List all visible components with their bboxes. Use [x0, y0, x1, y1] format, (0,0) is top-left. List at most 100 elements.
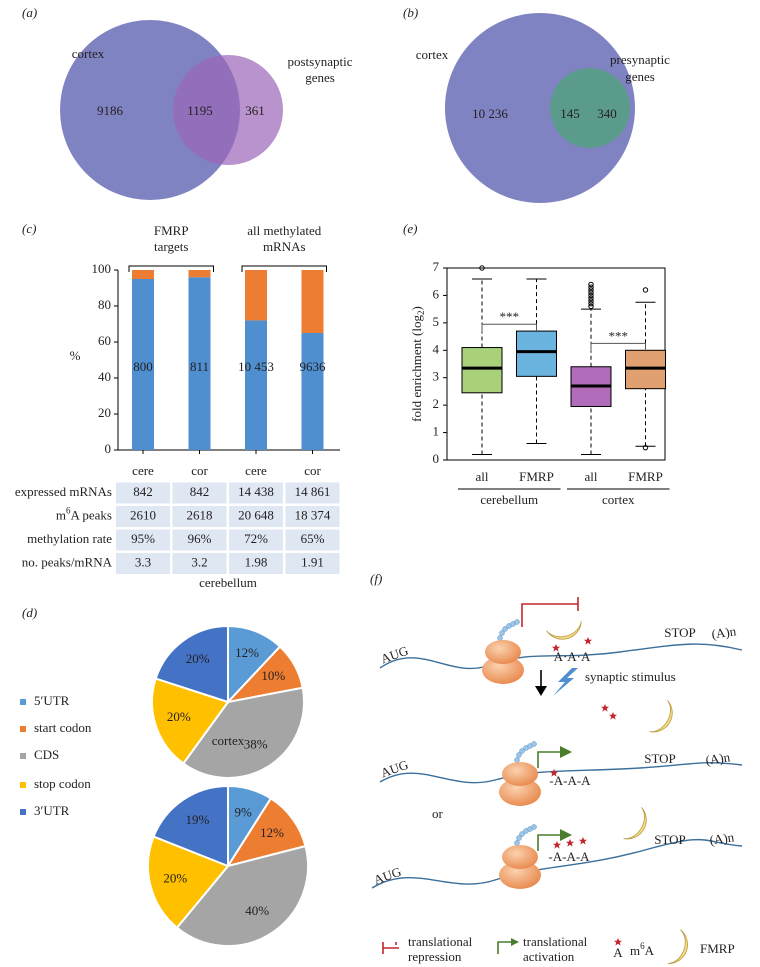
- cell-bg: [116, 482, 170, 504]
- start-codon: AUG: [379, 757, 411, 781]
- significance-bracket: [590, 342, 646, 352]
- bar-segment: [188, 277, 211, 450]
- pie-value-label: 12%: [235, 645, 259, 660]
- group-label: cortex: [602, 492, 635, 507]
- y-tick-label: 3: [433, 369, 440, 384]
- row-label: expressed mRNAs: [15, 484, 112, 499]
- group-bracket: [241, 265, 327, 272]
- legend-text: repression: [408, 949, 462, 964]
- legend-label: 3′UTR: [34, 803, 70, 818]
- box: [516, 330, 557, 377]
- cell-bg: [116, 506, 170, 527]
- cell-bg: [172, 529, 227, 551]
- bar-segment: [301, 333, 324, 450]
- label-part: m: [56, 507, 66, 522]
- y-tick-label: 0: [433, 451, 440, 466]
- pie-slice: [151, 677, 230, 765]
- bar-count: 811: [190, 359, 209, 374]
- pie-value-label: 20%: [163, 871, 187, 886]
- stop-codon: STOP: [654, 832, 686, 847]
- table-cell: 20 648: [238, 507, 274, 522]
- mrna: [379, 643, 743, 670]
- outlier: [588, 303, 594, 310]
- cell-bg: [285, 553, 340, 574]
- venn-count: 145: [560, 106, 580, 121]
- box: [461, 347, 503, 394]
- cell-bg: [229, 529, 283, 551]
- table-cell: 72%: [244, 531, 268, 546]
- cell-bg: [285, 506, 340, 527]
- table-cell: 18 374: [295, 507, 331, 522]
- outlier: [588, 289, 594, 296]
- panel-label: (a): [22, 5, 37, 20]
- cell-bg: [285, 482, 340, 504]
- venn-label: presynaptic: [610, 52, 670, 67]
- outlier: [588, 295, 594, 301]
- cell-bg: [172, 482, 227, 504]
- legend-swatch: [20, 809, 26, 815]
- motif: -A-A-A: [548, 849, 590, 864]
- label-part: A peaks: [70, 507, 112, 522]
- poly-a: (A)n: [709, 829, 736, 847]
- venn-b: cortex presynaptic genes 10 236 145 340: [416, 13, 670, 203]
- venn-a: cortex postsynaptic genes 9186 1195 361: [60, 20, 353, 200]
- bar-count: 9636: [300, 359, 327, 374]
- legend-text: translational: [523, 934, 588, 949]
- venn-label: genes: [625, 69, 655, 84]
- mrna: [371, 838, 743, 889]
- y-tick-label: 40: [98, 369, 111, 384]
- superscript: 6: [66, 506, 71, 516]
- label: m6A peaks: [56, 506, 112, 523]
- cell-bg: [172, 553, 227, 574]
- legend-text: activation: [523, 949, 575, 964]
- table-cell: 842: [133, 484, 153, 499]
- group-label: mRNAs: [263, 239, 306, 254]
- y-tick-label: 1: [433, 424, 440, 439]
- outlier: [642, 287, 649, 293]
- venn-label: cortex: [416, 47, 449, 62]
- table-cell: 3.2: [191, 554, 207, 569]
- venn-count: 340: [597, 106, 617, 121]
- poly-a: (A)n: [711, 623, 738, 641]
- venn-circle: [173, 55, 283, 165]
- legend-swatch: [20, 726, 26, 732]
- stimulus: synaptic stimulus: [585, 669, 676, 684]
- legend-label: CDS: [34, 747, 59, 762]
- venn-label: cortex: [72, 46, 105, 61]
- motif: A·A·A: [554, 649, 591, 664]
- mrna: [379, 761, 743, 784]
- label-part: ): [409, 306, 424, 310]
- venn-label: postsynaptic: [288, 54, 353, 69]
- legend-swatch: [20, 699, 26, 705]
- y-tick-label: 2: [433, 396, 440, 411]
- diagram: [371, 643, 743, 889]
- group-label: cerebellum: [480, 492, 538, 507]
- table-cell: 1.98: [245, 554, 268, 569]
- motif: -A-A-A: [549, 773, 591, 788]
- y-tick-label: 6: [433, 286, 440, 301]
- venn-label: genes: [305, 70, 335, 85]
- cell-bg: [116, 529, 170, 551]
- venn-circle: [550, 68, 630, 148]
- table-cell: 14 438: [238, 484, 274, 499]
- superscript: 6: [640, 941, 645, 951]
- bar-segment: [132, 270, 154, 279]
- y-tick-label: 5: [433, 314, 440, 329]
- venn-circle: [445, 13, 635, 203]
- x-tick-label: FMRP: [519, 469, 554, 484]
- y-tick-label: 60: [98, 333, 111, 348]
- table-cell: 95%: [131, 531, 155, 546]
- outlier: [588, 287, 594, 293]
- table-cell: 2610: [130, 507, 156, 522]
- bar-segment: [245, 270, 267, 321]
- table-cell: 14 861: [295, 484, 331, 499]
- legend-text: m6A: [630, 941, 655, 958]
- pie-slice: [181, 686, 305, 779]
- start-codon: AUG: [379, 643, 411, 667]
- significance-label: ***: [500, 309, 520, 324]
- label: fold enrichment (log2): [409, 306, 426, 422]
- y-tick-label: 80: [98, 297, 111, 312]
- pie-slice: [152, 784, 229, 868]
- y-tick-label: 4: [433, 341, 440, 356]
